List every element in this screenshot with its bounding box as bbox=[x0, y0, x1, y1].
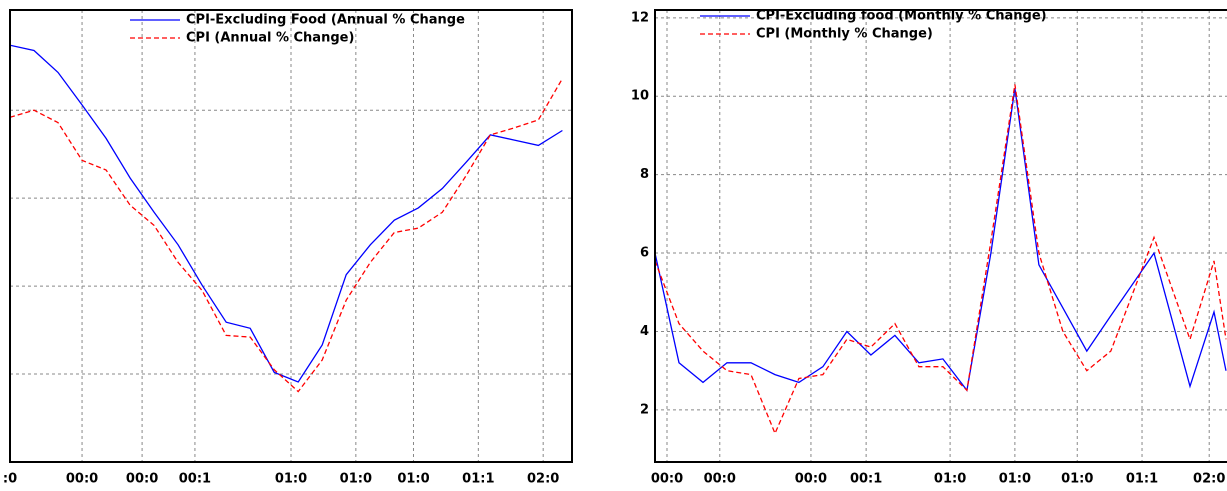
plot-frame bbox=[654, 9, 1227, 463]
x-tick-label: 00:0 bbox=[704, 472, 736, 487]
x-tick-label: 01:1 bbox=[1126, 472, 1158, 487]
x-tick-label: 01:1 bbox=[462, 472, 494, 487]
y-tick-label: 6 bbox=[640, 246, 649, 261]
series-line bbox=[655, 88, 1227, 392]
x-tick-label: :0 bbox=[3, 472, 17, 487]
legend-label: CPI-Excluding Food (Annual % Change bbox=[186, 13, 465, 28]
plot-lines bbox=[655, 84, 1227, 436]
x-tick-label: 02:0 bbox=[527, 472, 559, 487]
plot-background bbox=[10, 10, 572, 462]
series-line bbox=[10, 44, 563, 383]
y-tick-label: 10 bbox=[631, 89, 649, 104]
x-tick-label: 02:0 bbox=[1193, 472, 1225, 487]
x-tick-label: 01:0 bbox=[999, 472, 1031, 487]
plot-frame bbox=[9, 9, 573, 463]
series-line bbox=[655, 84, 1227, 436]
x-tick-label: 00:1 bbox=[179, 472, 211, 487]
x-tick-label: 00:0 bbox=[126, 472, 158, 487]
legend-label: CPI-Excluding food (Monthly % Change) bbox=[756, 9, 1047, 24]
legend-label: CPI (Annual % Change) bbox=[186, 31, 354, 46]
legend-label: CPI (Monthly % Change) bbox=[756, 27, 933, 42]
y-tick-label: 8 bbox=[640, 167, 649, 182]
x-tick-label: 01:0 bbox=[340, 472, 372, 487]
y-tick-label: 2 bbox=[640, 402, 649, 417]
x-tick-label: 01:0 bbox=[1061, 472, 1093, 487]
x-tick-label: 00:0 bbox=[795, 472, 827, 487]
x-tick-label: 00:0 bbox=[66, 472, 98, 487]
y-tick-label: 4 bbox=[640, 324, 649, 339]
plot-background bbox=[655, 10, 1227, 462]
series-line bbox=[10, 78, 563, 393]
x-tick-label: 01:0 bbox=[397, 472, 429, 487]
x-tick-label: 01:0 bbox=[934, 472, 966, 487]
plot-lines bbox=[10, 44, 563, 393]
x-tick-label: 00:0 bbox=[651, 472, 683, 487]
x-tick-label: 00:1 bbox=[850, 472, 882, 487]
x-tick-label: 01:0 bbox=[275, 472, 307, 487]
y-tick-label: 12 bbox=[631, 10, 649, 25]
